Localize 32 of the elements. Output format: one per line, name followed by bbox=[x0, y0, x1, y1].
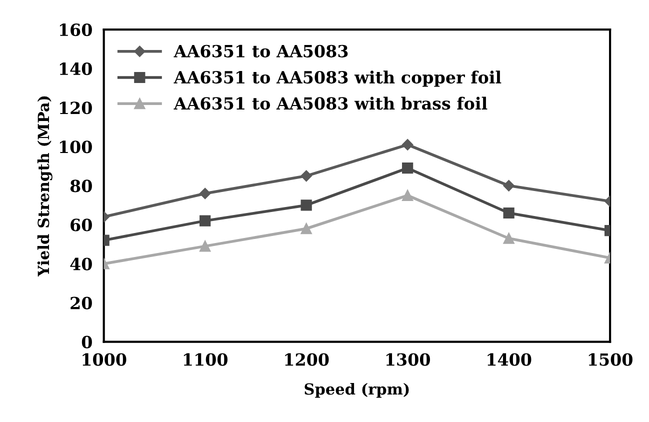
legend-label: AA6351 to AA5083 with copper foil bbox=[174, 70, 502, 87]
x-axis-title: Speed (rpm) bbox=[304, 382, 409, 398]
y-tick-label: 160 bbox=[60, 24, 92, 36]
y-tick-label: 100 bbox=[60, 140, 92, 154]
legend-label: AA6351 to AA5083 with brass foil bbox=[174, 96, 488, 110]
point bbox=[503, 232, 514, 244]
y-tick-label: 140 bbox=[60, 62, 92, 76]
point bbox=[402, 162, 414, 174]
point bbox=[200, 240, 211, 252]
y-tick-label: 80 bbox=[70, 180, 92, 192]
y-tick-label: 40 bbox=[70, 258, 92, 270]
y-tick-label: 0 bbox=[82, 336, 92, 348]
y-axis-title: Yield Strength (MPa) bbox=[37, 96, 52, 277]
point bbox=[503, 180, 514, 192]
point bbox=[300, 170, 312, 182]
x-tick-label: 1200 bbox=[285, 353, 329, 366]
point bbox=[402, 190, 414, 201]
y-tick-label: 120 bbox=[60, 102, 92, 114]
point bbox=[200, 215, 211, 226]
y-tick-label: 60 bbox=[70, 218, 92, 232]
point bbox=[300, 200, 312, 211]
x-tick-label: 1300 bbox=[386, 353, 430, 366]
point bbox=[503, 207, 514, 219]
x-tick-label: 1000 bbox=[82, 353, 126, 366]
x-tick-label: 1500 bbox=[588, 353, 632, 366]
point bbox=[402, 139, 414, 150]
x-tick-label: 1100 bbox=[184, 353, 228, 366]
point bbox=[199, 188, 211, 200]
y-tick-label: 20 bbox=[70, 296, 92, 310]
x-tick-label: 1400 bbox=[488, 353, 532, 366]
legend-label: AA6351 to AA5083 bbox=[174, 44, 348, 58]
point bbox=[300, 223, 312, 234]
